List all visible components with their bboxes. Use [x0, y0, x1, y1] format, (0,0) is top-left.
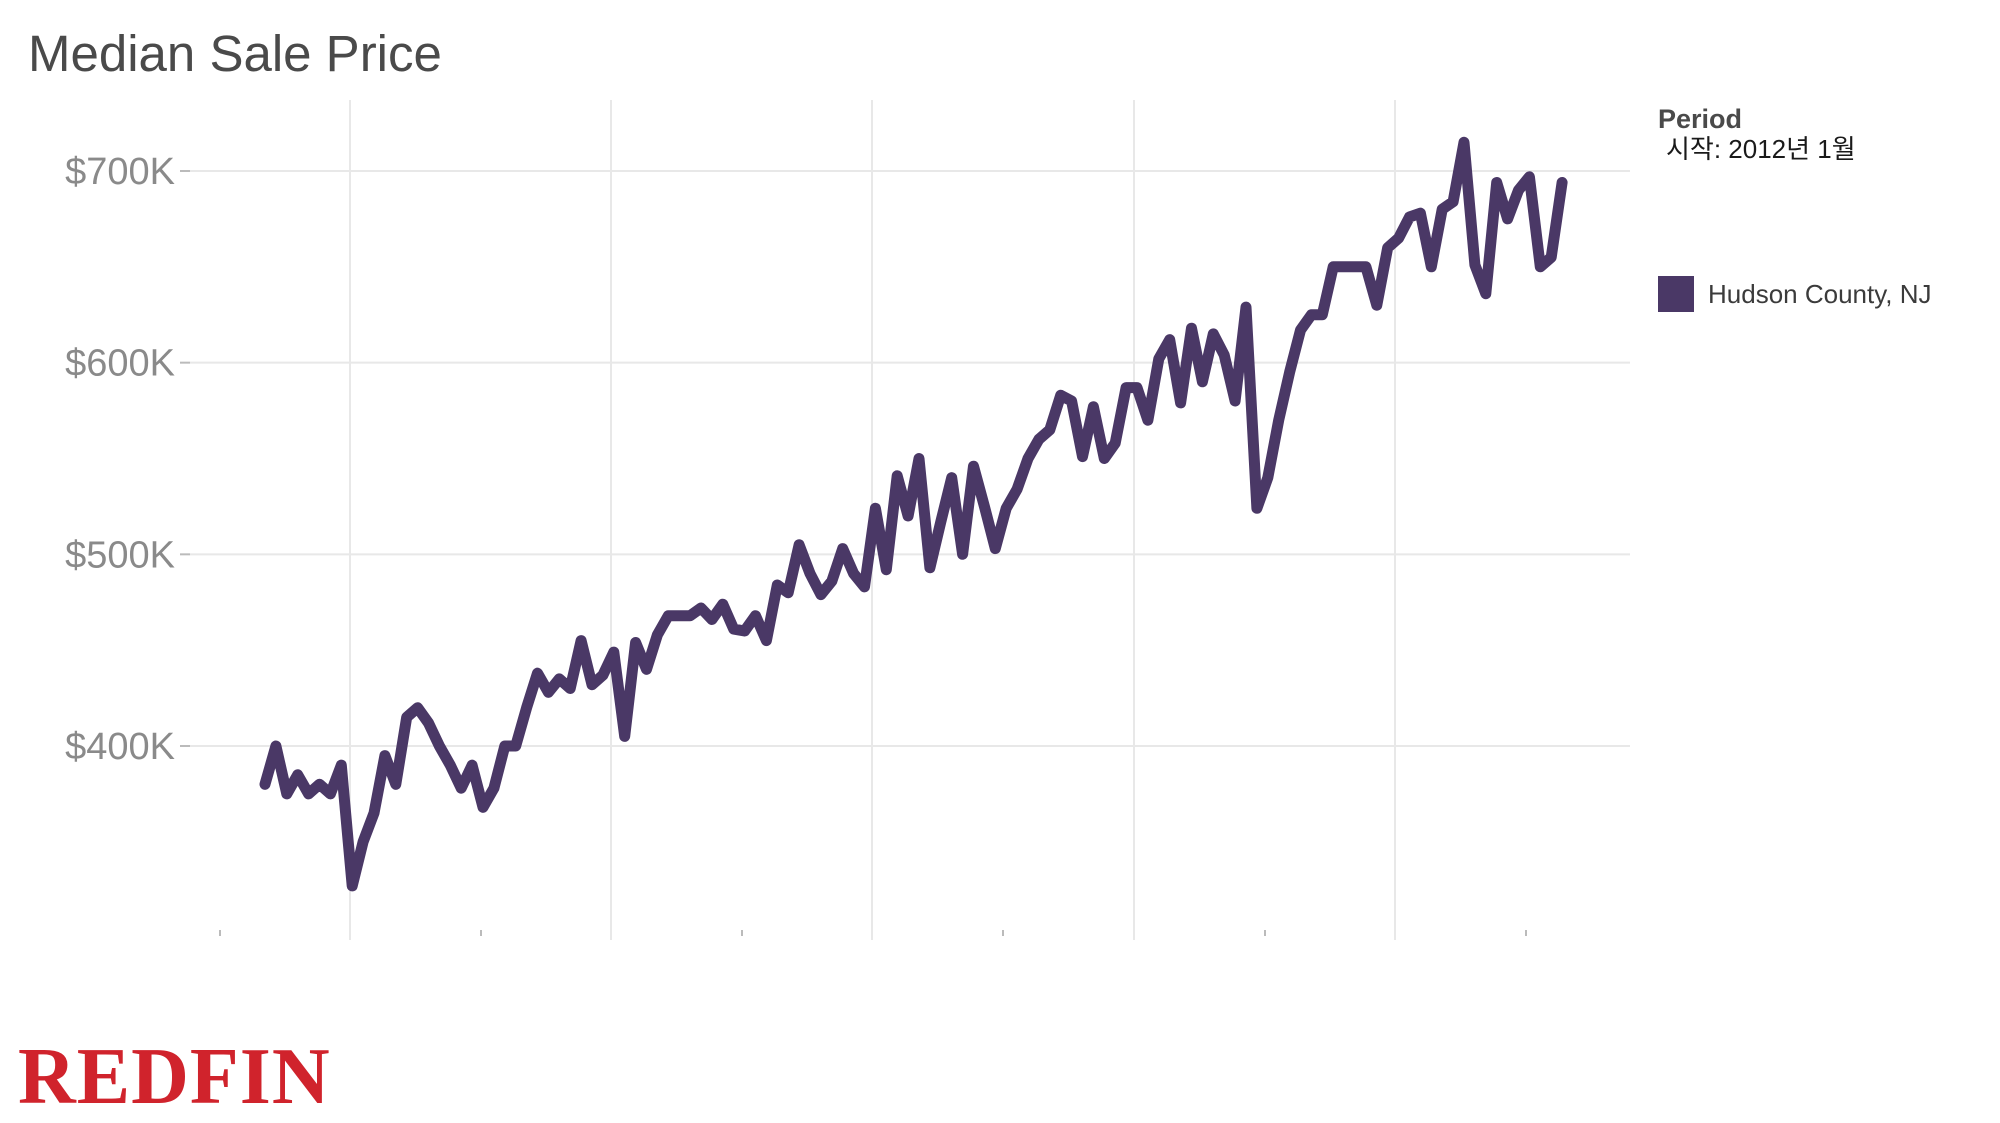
series-lines — [259, 136, 1568, 892]
series-line-hudson-county — [259, 136, 1568, 892]
legend-item-label: Hudson County, NJ — [1708, 278, 1932, 309]
y-tick-label: $700K — [65, 151, 175, 193]
redfin-logo: REDFIN — [18, 1033, 331, 1121]
legend-title: Period — [1658, 104, 1743, 134]
y-tick-label: $500K — [65, 534, 175, 576]
y-tick-label: $400K — [65, 726, 175, 768]
y-tick-labels: $400K $500K $600K $700K — [65, 151, 175, 768]
y-tick-label: $600K — [65, 343, 175, 385]
legend-swatch — [1658, 276, 1694, 312]
chart-title: Median Sale Price — [28, 25, 442, 82]
legend: Period 시작: 2012년 1월 Hudson County, NJ — [1658, 104, 1932, 312]
legend-period-start: 시작: 2012년 1월 — [1666, 134, 1856, 164]
legend-item[interactable]: Hudson County, NJ — [1658, 276, 1932, 312]
